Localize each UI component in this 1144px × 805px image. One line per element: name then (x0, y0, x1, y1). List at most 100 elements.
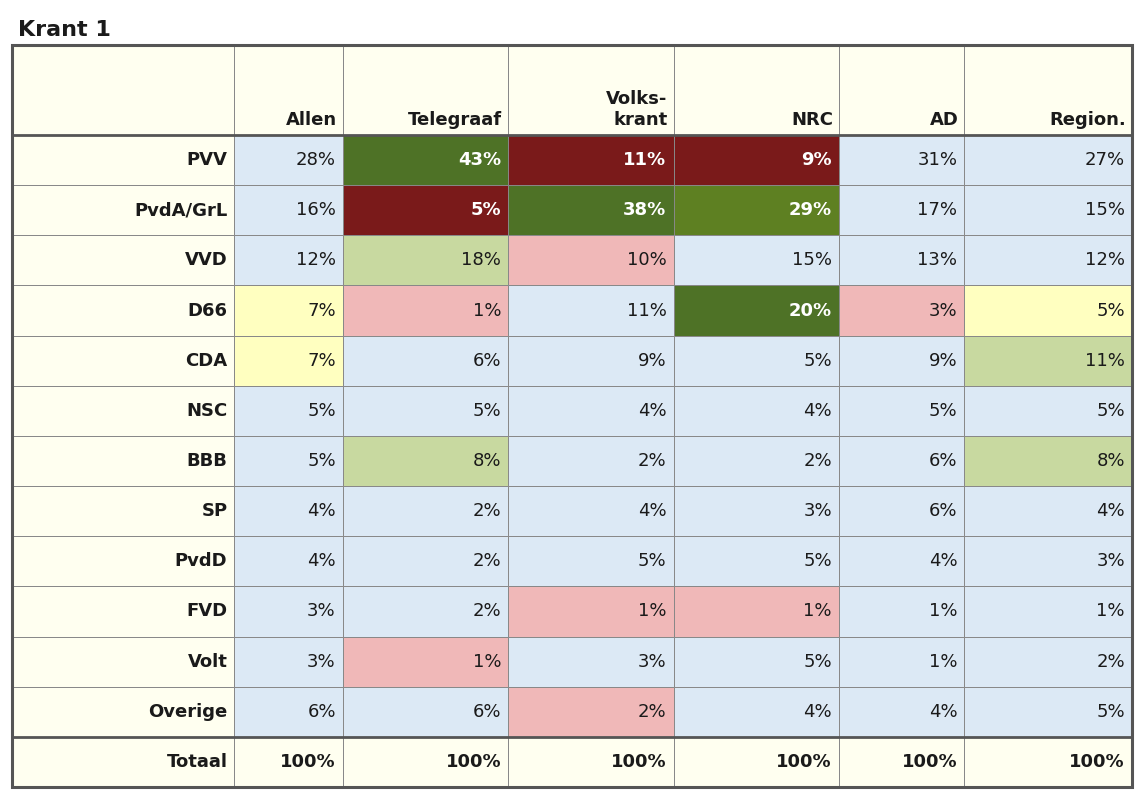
Bar (235, 286, 343, 336)
Text: 100%: 100% (280, 753, 335, 771)
Text: 8%: 8% (1096, 452, 1125, 470)
Bar (508, 436, 674, 486)
Bar (839, 286, 964, 336)
Text: CDA: CDA (185, 352, 228, 369)
Text: 12%: 12% (296, 251, 335, 270)
Text: 6%: 6% (929, 502, 958, 520)
Text: 18%: 18% (461, 251, 501, 270)
Text: 11%: 11% (623, 151, 667, 169)
Bar (235, 637, 343, 687)
Bar (508, 336, 674, 386)
Bar (11, 185, 235, 235)
Bar (235, 687, 343, 737)
Bar (235, 185, 343, 235)
Bar (235, 386, 343, 436)
Bar (343, 185, 508, 235)
Bar (964, 45, 1133, 135)
Bar (508, 586, 674, 637)
Bar (674, 135, 839, 185)
Text: SP: SP (201, 502, 228, 520)
Bar (674, 586, 839, 637)
Text: NSC: NSC (186, 402, 228, 420)
Bar (235, 536, 343, 586)
Text: 100%: 100% (445, 753, 501, 771)
Text: Allen: Allen (286, 111, 336, 129)
Bar (964, 536, 1133, 586)
Text: Totaal: Totaal (166, 753, 228, 771)
Bar (964, 386, 1133, 436)
Bar (508, 386, 674, 436)
Text: 2%: 2% (472, 502, 501, 520)
Bar (674, 45, 839, 135)
Text: 10%: 10% (627, 251, 667, 270)
Bar (508, 135, 674, 185)
Text: 5%: 5% (1096, 703, 1125, 720)
Bar (964, 737, 1133, 787)
Bar (839, 536, 964, 586)
Text: 4%: 4% (1096, 502, 1125, 520)
Text: PvdD: PvdD (175, 552, 228, 570)
Text: 9%: 9% (801, 151, 832, 169)
Text: 9%: 9% (929, 352, 958, 369)
Text: NRC: NRC (791, 111, 833, 129)
Bar (674, 637, 839, 687)
Text: 1%: 1% (803, 602, 832, 621)
Text: Volks-
krant: Volks- krant (606, 90, 667, 129)
Text: 3%: 3% (803, 502, 832, 520)
Bar (343, 336, 508, 386)
Bar (674, 336, 839, 386)
Text: 11%: 11% (1086, 352, 1125, 369)
Bar (964, 637, 1133, 687)
Text: 5%: 5% (1096, 402, 1125, 420)
Text: 5%: 5% (307, 452, 335, 470)
Bar (964, 286, 1133, 336)
Text: 6%: 6% (929, 452, 958, 470)
Bar (964, 586, 1133, 637)
Text: 8%: 8% (472, 452, 501, 470)
Bar (11, 286, 235, 336)
Text: 5%: 5% (803, 352, 832, 369)
Text: Volt: Volt (188, 653, 228, 671)
Text: 4%: 4% (638, 502, 667, 520)
Bar (674, 687, 839, 737)
Bar (235, 486, 343, 536)
Text: 5%: 5% (929, 402, 958, 420)
Text: 2%: 2% (638, 703, 667, 720)
Text: 29%: 29% (788, 201, 832, 219)
Bar (839, 135, 964, 185)
Bar (11, 386, 235, 436)
Bar (839, 586, 964, 637)
Bar (235, 336, 343, 386)
Text: 4%: 4% (929, 552, 958, 570)
Bar (674, 286, 839, 336)
Text: 1%: 1% (929, 653, 958, 671)
Bar (674, 386, 839, 436)
Text: 100%: 100% (1070, 753, 1125, 771)
Text: 1%: 1% (472, 302, 501, 320)
Bar (964, 135, 1133, 185)
Text: 12%: 12% (1085, 251, 1125, 270)
Text: 4%: 4% (638, 402, 667, 420)
Text: 1%: 1% (929, 602, 958, 621)
Text: 7%: 7% (307, 352, 335, 369)
Bar (235, 737, 343, 787)
Text: PvdA/GrL: PvdA/GrL (134, 201, 228, 219)
Text: 20%: 20% (788, 302, 832, 320)
Bar (343, 536, 508, 586)
Bar (235, 45, 343, 135)
Text: D66: D66 (188, 302, 228, 320)
Text: 15%: 15% (1085, 201, 1125, 219)
Bar (508, 286, 674, 336)
Bar (235, 586, 343, 637)
Text: 3%: 3% (929, 302, 958, 320)
Text: Region.: Region. (1049, 111, 1126, 129)
Bar (508, 235, 674, 286)
Text: 100%: 100% (901, 753, 958, 771)
Bar (11, 536, 235, 586)
Bar (964, 687, 1133, 737)
Bar (343, 235, 508, 286)
Bar (839, 336, 964, 386)
Bar (343, 386, 508, 436)
Bar (839, 486, 964, 536)
Bar (11, 586, 235, 637)
